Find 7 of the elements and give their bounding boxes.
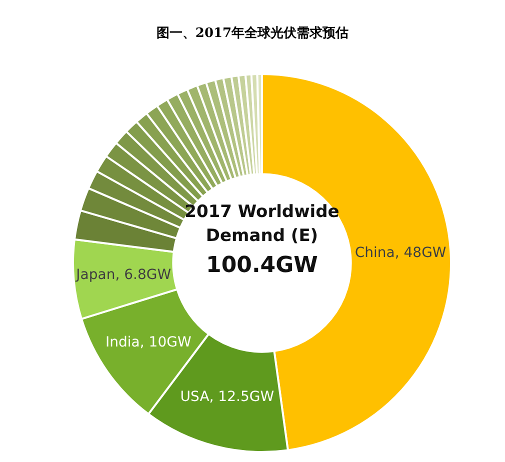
slice-label: Japan, 6.8GW	[75, 266, 172, 283]
slice-label: India, 10GW	[106, 334, 192, 351]
text: 2017 Worldwide Demand (E)	[184, 201, 340, 248]
chart-title: 图一、2017年全球光伏需求预估	[155, 25, 350, 42]
text: 100.4GW	[205, 252, 319, 280]
slice-label: USA, 12.5GW	[180, 389, 274, 406]
slice-label: China, 48GW	[354, 245, 446, 262]
